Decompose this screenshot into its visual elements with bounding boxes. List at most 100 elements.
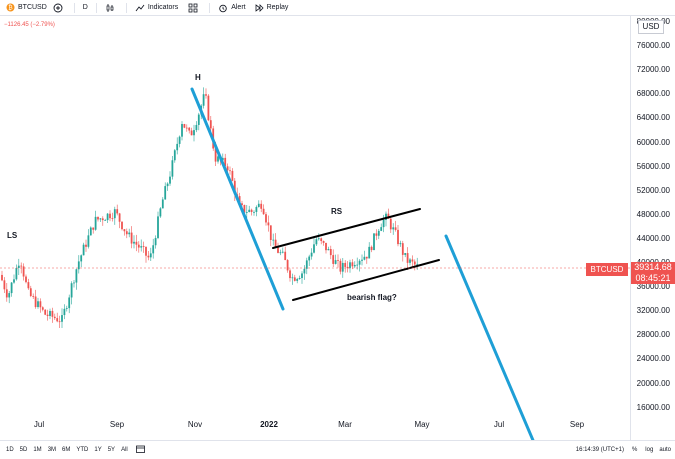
- candles-icon: [106, 3, 114, 12]
- divider: [125, 2, 127, 13]
- candle-body: [25, 276, 27, 283]
- candle-body: [169, 176, 171, 184]
- price-axis[interactable]: 80000.0076000.0072000.0068000.0064000.00…: [630, 15, 675, 440]
- alert-button[interactable]: Alert: [218, 3, 246, 13]
- candle-body: [63, 308, 66, 316]
- chart-type-button[interactable]: [105, 3, 118, 13]
- candle-body: [65, 308, 68, 309]
- candle-body: [195, 124, 198, 131]
- date-tick: May: [414, 420, 430, 429]
- candle-body: [85, 244, 87, 247]
- templates-button[interactable]: [188, 3, 201, 13]
- price-tick: 44000.00: [636, 233, 670, 243]
- candle-body: [8, 293, 11, 298]
- candle-body: [87, 235, 90, 247]
- indicators-button[interactable]: Indicators: [135, 3, 178, 13]
- candle-body: [135, 241, 138, 245]
- candle-body: [73, 282, 75, 284]
- candle-body: [394, 227, 397, 230]
- candle-body: [44, 309, 47, 315]
- candle-body: [346, 266, 349, 269]
- candle-body: [387, 213, 390, 219]
- range-5y[interactable]: 5Y: [107, 447, 116, 453]
- right-shoulder-label: RS: [331, 207, 343, 216]
- candle-body: [363, 256, 366, 260]
- flag-lower-line[interactable]: [292, 259, 440, 301]
- candle-body: [353, 265, 356, 267]
- price-tick: 52000.00: [636, 185, 670, 195]
- candle-body: [166, 183, 169, 187]
- head-label: H: [195, 73, 201, 82]
- candle-body: [397, 229, 399, 245]
- candle-body: [51, 310, 54, 317]
- candle-body: [238, 196, 241, 204]
- candle-body: [82, 244, 85, 256]
- date-range-button[interactable]: [135, 445, 145, 455]
- candle-body: [301, 273, 303, 279]
- range-1y[interactable]: 1Y: [94, 447, 102, 453]
- candle-body: [221, 157, 224, 161]
- candle-body: [125, 231, 128, 235]
- candle-body: [214, 148, 217, 162]
- candle-body: [41, 307, 44, 310]
- candle-body: [313, 244, 315, 253]
- range-1m[interactable]: 1M: [33, 447, 42, 453]
- date-tick: 2022: [260, 420, 278, 429]
- bottom-toolbar: 1D 5D 1M 3M 6M YTD 1Y 5Y All 16:14:39 (U…: [0, 440, 675, 459]
- candle-body: [161, 199, 164, 209]
- range-3m[interactable]: 3M: [47, 447, 57, 453]
- interval-label: D: [82, 4, 88, 11]
- replay-button[interactable]: Replay: [254, 3, 288, 13]
- current-price-badge: 39314.68 08:45:21: [631, 262, 675, 284]
- candle-body: [281, 251, 284, 253]
- price-tick: 68000.00: [636, 89, 670, 99]
- range-all[interactable]: All: [121, 447, 128, 453]
- price-chart[interactable]: [0, 15, 630, 440]
- range-1d[interactable]: 1D: [6, 447, 14, 453]
- range-5d[interactable]: 5D: [19, 447, 28, 453]
- left-shoulder-label: LS: [7, 231, 18, 240]
- compare-button[interactable]: [53, 3, 66, 13]
- candle-body: [202, 94, 205, 106]
- candle-body: [77, 261, 80, 270]
- candle-body: [250, 209, 253, 212]
- candle-body: [128, 232, 131, 235]
- price-tick: 72000.00: [636, 65, 670, 75]
- candle-body: [154, 238, 157, 246]
- date-axis[interactable]: Jul Sep Nov 2022 Mar May Jul Sep: [0, 420, 630, 432]
- date-tick: Sep: [109, 420, 125, 429]
- candle-body: [188, 127, 191, 131]
- flag-upper-line[interactable]: [272, 208, 421, 249]
- candle-body: [291, 277, 294, 279]
- candle-body: [159, 208, 162, 217]
- date-tick: Sep: [569, 420, 585, 429]
- blue-projection-line[interactable]: [444, 234, 538, 440]
- candle-body: [272, 239, 275, 241]
- interval-selector[interactable]: D: [83, 4, 88, 11]
- candle-body: [399, 243, 402, 245]
- candle-body: [101, 218, 104, 221]
- grid-icon: [188, 3, 198, 12]
- candle-body: [356, 264, 359, 266]
- candle-body: [58, 321, 61, 323]
- log-toggle[interactable]: log: [645, 447, 654, 453]
- candle-body: [277, 247, 279, 253]
- candle-body: [327, 249, 330, 251]
- currency-label[interactable]: USD: [638, 20, 664, 34]
- candle-body: [404, 253, 407, 255]
- candle-body: [111, 218, 114, 219]
- symbol-selector[interactable]: ₿ BTCUSD: [6, 3, 47, 12]
- candle-body: [320, 238, 323, 242]
- candle-body: [406, 253, 409, 263]
- candle-body: [298, 278, 301, 279]
- candle-body: [205, 94, 207, 96]
- candle-body: [89, 227, 92, 236]
- divider: [73, 2, 75, 13]
- percent-toggle[interactable]: %: [631, 447, 638, 453]
- range-6m[interactable]: 6M: [62, 447, 71, 453]
- blue-trendline[interactable]: [190, 87, 285, 311]
- candle-body: [284, 251, 287, 261]
- range-ytd[interactable]: YTD: [76, 447, 89, 453]
- candle-body: [392, 227, 395, 230]
- auto-toggle[interactable]: auto: [659, 447, 671, 453]
